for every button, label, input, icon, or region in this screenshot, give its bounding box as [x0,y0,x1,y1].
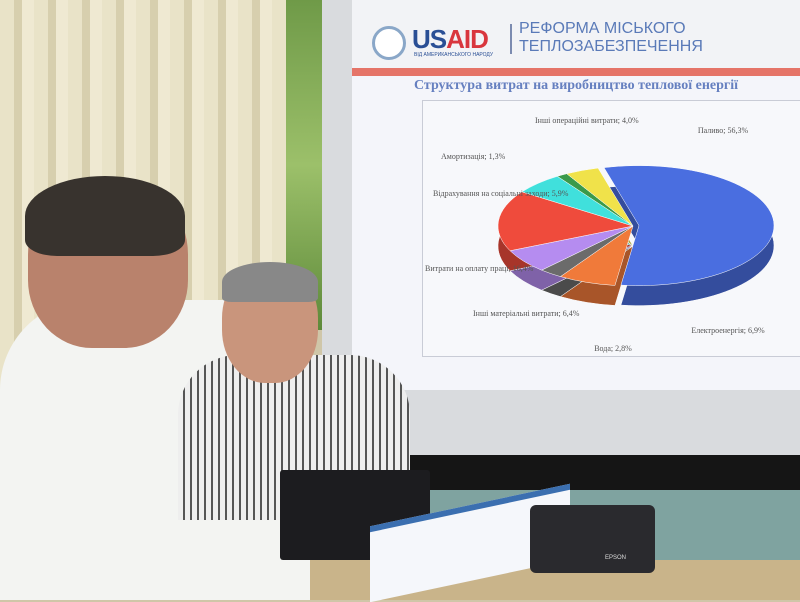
logo-us: US [412,24,447,54]
usaid-logo: USAID [412,24,489,55]
slide-title: Структура витрат на виробництво теплової… [413,78,739,93]
person-center-hair [222,262,318,302]
slice-label: Паливо; 56,3% [698,126,749,135]
program-line-1: РЕФОРМА МІСЬКОГО [519,20,686,37]
pie-chart: Паливо; 56,3% Електроенергія; 6,9% Вода; 2… [425,116,775,353]
accent-bar [352,68,800,76]
projector-brand: EPSON [605,555,627,561]
person-left-hair [25,176,185,256]
divider [510,24,512,54]
usaid-seal-icon [372,26,406,60]
slice-label: Інші матеріальні витрати; 6,4% [473,309,580,318]
slice-label: Електроенергія; 6,9% [691,326,765,335]
slide: USAID ВІД АМЕРИКАНСЬКОГО НАРОДУ РЕФОРМА … [352,0,800,390]
pie-slice [603,165,775,286]
slice-label: Амортизація; 1,3% [441,152,506,161]
program-line-2: ТЕПЛОЗАБЕЗПЕЧЕННЯ [519,38,703,55]
projector: EPSON [530,505,655,573]
slice-label: Відрахування на соціальні заходи; 5,9% [433,189,569,198]
slice-label: Витрати на оплату праці; 16,4% [425,264,534,273]
logo-aid: AID [446,24,489,54]
screen-border [410,455,800,490]
pie-slice [497,191,634,252]
slice-label: Вода; 2,8% [594,344,632,353]
program-name: РЕФОРМА МІСЬКОГО ТЕПЛОЗАБЕЗПЕЧЕННЯ [519,20,703,56]
logo-tagline: ВІД АМЕРИКАНСЬКОГО НАРОДУ [414,52,494,58]
chart-area: Паливо; 56,3% Електроенергія; 6,9% Вода; 2… [422,100,800,357]
slide-header [352,0,800,70]
slice-label: Інші операційні витрати; 4,0% [535,116,639,125]
pie-slice [566,167,634,227]
